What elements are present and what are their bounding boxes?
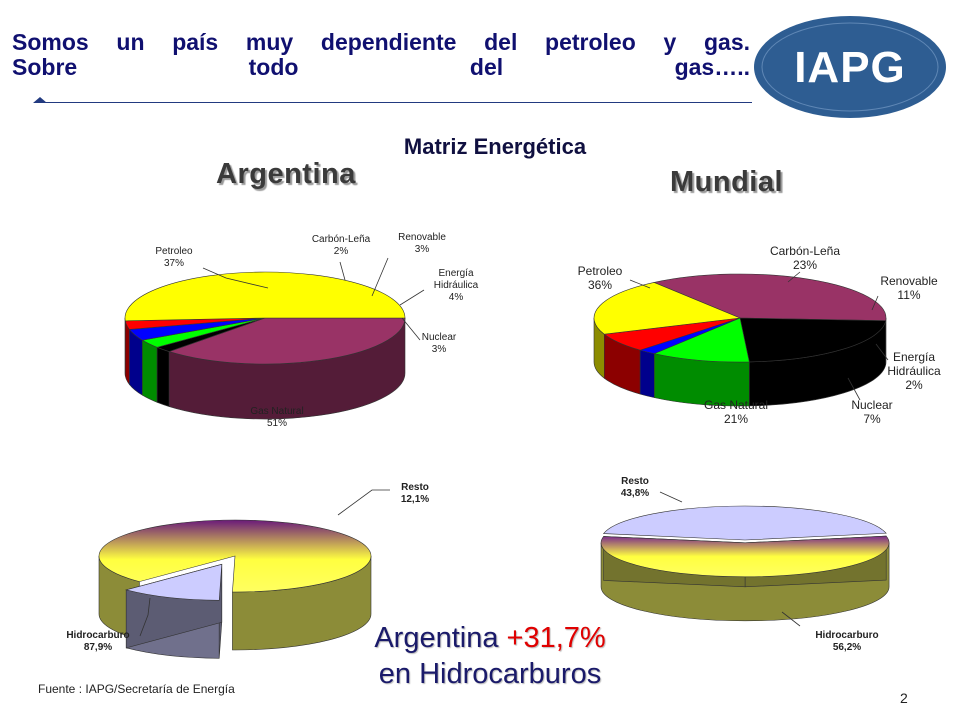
leader-arg-hidro [139,597,151,637]
logo-text: IAPG [794,43,906,92]
leader-arg-renovable [371,257,389,297]
arg-slice-gas-natural [124,271,406,322]
iapg-logo: IAPG [754,16,946,118]
world-h-slice-resto [602,505,887,541]
leader-arg-nuclear [401,317,421,341]
world-h-slice-hidrocarburo [600,535,890,578]
leader-arg-resto [337,489,390,516]
matrix-subtitle: Matriz Energética [403,134,587,159]
label-arg-petroleo: Petroleo 37% [155,246,193,269]
label-arg-energia-hidraulica: Energía Hidráulica 4% [433,268,479,303]
world-slice-carbon-lena [739,317,887,363]
leader-world-hidro [781,611,801,627]
label-world-carbon: Carbón-Leña 23% [769,244,841,272]
label-world-energia-hidraulica: Energía Hidráulica 2% [887,350,941,392]
title-line-1: Somos un país muy dependiente del petrol… [12,29,750,55]
region-title-argentina: Argentina [216,158,356,190]
label-world-hidrocarburo: Hidrocarburo 56,2% [815,630,879,653]
leader-world-renovable [871,295,879,311]
source-note: Fuente : IAPG/Secretaría de Energía [38,682,235,696]
world-slice-gas-natural [593,282,742,335]
label-arg-gas-natural: Gas Natural 51% [250,406,304,429]
label-world-renovable: Renovable 11% [880,274,938,302]
label-world-nuclear: Nuclear 7% [851,398,893,426]
label-arg-nuclear: Nuclear 3% [421,332,457,355]
label-arg-resto: Resto 12,1% [400,482,430,505]
label-arg-carbon: Carbón-Leña 2% [311,234,371,257]
leader-world-energia [875,343,889,361]
title-line-2: Sobre todo del gas….. [12,54,750,80]
page-number: 2 [900,690,908,706]
label-arg-renovable: Renovable 3% [398,232,446,255]
arg-slice-petroleo [168,317,406,365]
region-title-mundial: Mundial [670,166,784,198]
triangle-marker-icon [33,97,47,103]
callout-line-2: en Hidrocarburos [378,658,602,690]
title-underline [34,102,752,103]
leader-world-petroleo [629,279,651,289]
leader-world-nuclear [847,377,861,401]
leader-world-resto [659,491,683,503]
world-slice-petroleo [653,273,887,322]
label-world-petroleo: Petroleo 36% [577,264,623,292]
label-arg-hidrocarburo: Hidrocarburo 87,9% [66,630,130,653]
hydrocarbon-callout: Argentina +31,7% en Hidrocarburos [330,620,650,692]
leader-arg-carbon [339,261,346,281]
leader-arg-energia [399,289,425,306]
label-world-resto: Resto 43,8% [620,476,650,499]
leader-arg-petroleo [202,267,269,289]
callout-percentage: +31,7% [506,622,606,654]
world-slice-renovable [653,317,750,363]
arg-h-slice-hidrocarburo [98,519,372,593]
arg-h-slice-resto [125,563,223,601]
leader-world-carbon [787,271,801,283]
slide-title: Somos un país muy dependiente del petrol… [12,30,750,80]
callout-prefix: Argentina [374,622,507,654]
label-world-gas-natural: Gas Natural 21% [703,398,769,426]
